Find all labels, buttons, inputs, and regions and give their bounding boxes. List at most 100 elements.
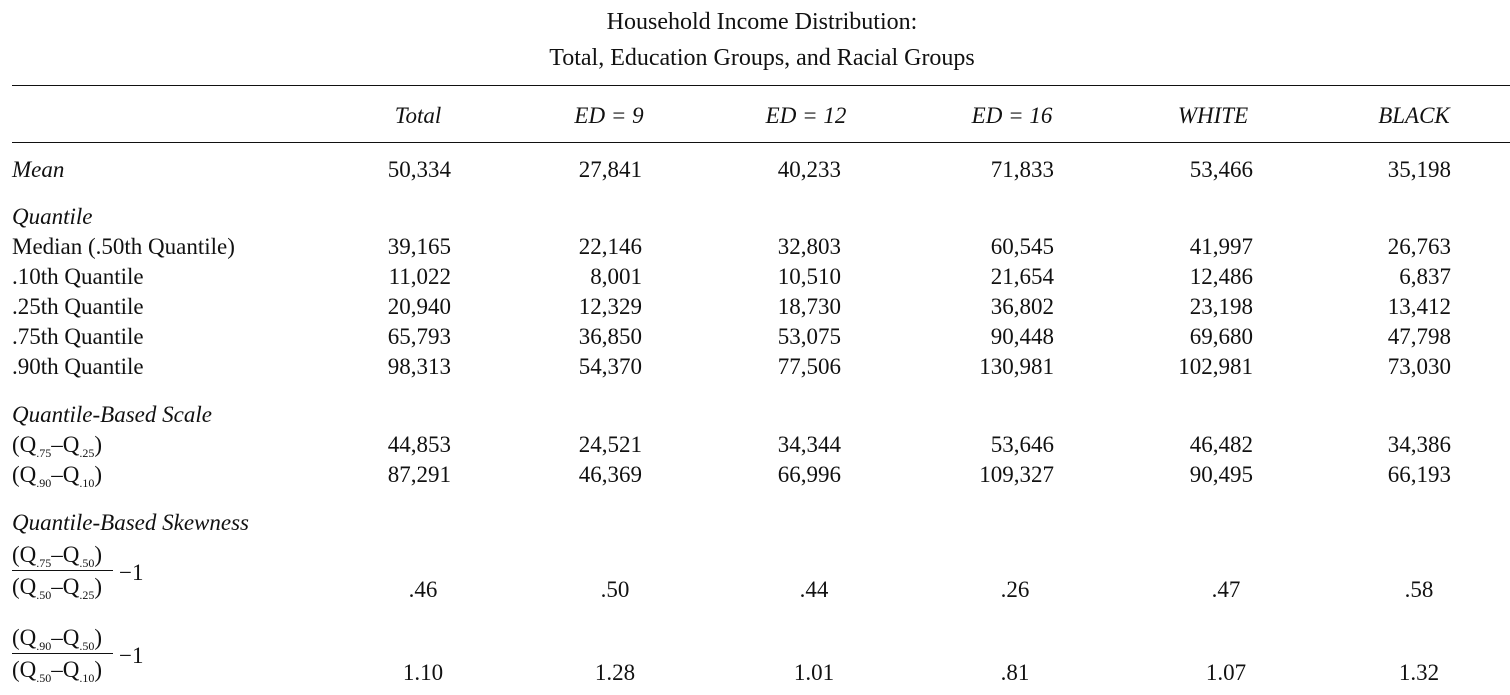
table-cell: 18,730: [777, 294, 841, 319]
table-cell: 12,486: [1189, 264, 1253, 289]
table-cell: 11,022: [388, 264, 451, 289]
row-label-q75: .75th Quantile: [12, 324, 144, 349]
table-cell: 71,833: [990, 157, 1054, 182]
table-cell: 130,981: [979, 354, 1054, 379]
section-heading-quantile: Quantile: [12, 204, 93, 229]
table-cell: .44: [799, 577, 829, 602]
table-cell: 36,802: [990, 294, 1054, 319]
subscript: .50: [36, 588, 52, 602]
table-cell: 53,466: [1189, 157, 1253, 182]
subscript: .50: [36, 671, 52, 685]
table-cell: .47: [1211, 577, 1241, 602]
row-label-scale-90-10: (Q.90–Q.10): [12, 462, 103, 490]
table-cell: 21,654: [990, 264, 1054, 289]
table-cell: 47,798: [1387, 324, 1451, 349]
table-title-line-2: Total, Education Groups, and Racial Grou…: [549, 45, 975, 71]
minus-one: −1: [119, 560, 144, 585]
table-cell: 13,412: [1387, 294, 1451, 319]
col-header-ed12: ED = 12: [765, 103, 847, 128]
row-label-q25: .25th Quantile: [12, 294, 144, 319]
table-cell: 1.10: [402, 660, 444, 685]
table-cell: 46,369: [578, 462, 642, 487]
subscript: .25: [79, 446, 95, 460]
table-cell: 60,545: [990, 234, 1054, 259]
formula-numerator: (Q.90–Q.50): [12, 625, 103, 653]
table-cell: 87,291: [387, 462, 451, 487]
table-cell: .46: [408, 577, 438, 602]
table-cell: 69,680: [1189, 324, 1253, 349]
table-cell: 27,841: [578, 157, 642, 182]
fraction-bar: [12, 570, 113, 571]
table-cell: 41,997: [1189, 234, 1253, 259]
row-label-mean: Mean: [12, 157, 65, 182]
subscript: .90: [36, 476, 52, 490]
table-cell: 54,370: [578, 354, 642, 379]
minus-one: −1: [119, 643, 144, 668]
table-cell: 90,495: [1189, 462, 1253, 487]
table-cell: 53,075: [777, 324, 841, 349]
table-cell: 53,646: [990, 432, 1054, 457]
table-cell: 50,334: [387, 157, 451, 182]
formula-numerator: (Q.75–Q.50): [12, 542, 103, 570]
table-cell: 102,981: [1178, 354, 1253, 379]
table-cell: 35,198: [1387, 157, 1451, 182]
table-cell: 39,165: [387, 234, 451, 259]
table-cell: .58: [1404, 577, 1434, 602]
table-cell: 1.01: [793, 660, 835, 685]
table-cell: 34,344: [777, 432, 841, 457]
row-label-q10: .10th Quantile: [12, 264, 144, 289]
table-cell: 8,001: [590, 264, 642, 289]
skewness-formula-2: (Q.90–Q.50) (Q.50–Q.10): [12, 625, 113, 685]
table-cell: .81: [1000, 660, 1030, 685]
subscript: .75: [36, 556, 52, 570]
table-cell: 24,521: [578, 432, 642, 457]
table-cell: 65,793: [387, 324, 451, 349]
section-heading-skewness: Quantile-Based Skewness: [12, 510, 249, 535]
subscript: .90: [36, 639, 52, 653]
formula-denominator: (Q.50–Q.25): [12, 574, 103, 602]
table-cell: 109,327: [979, 462, 1054, 487]
row-label-scale-75-25: (Q.75–Q.25): [12, 432, 103, 460]
row-label-median: Median (.50th Quantile): [12, 234, 235, 259]
table-cell: 36,850: [578, 324, 642, 349]
col-header-white: WHITE: [1177, 103, 1249, 128]
table-cell: 12,329: [578, 294, 642, 319]
table-cell: 1.32: [1398, 660, 1440, 685]
table-cell: 77,506: [777, 354, 841, 379]
subscript: .75: [36, 446, 52, 460]
table-cell: 1.07: [1205, 660, 1247, 685]
table-cell: 26,763: [1387, 234, 1451, 259]
table-cell: 32,803: [777, 234, 841, 259]
table-cell: 1.28: [594, 660, 636, 685]
col-header-total: Total: [394, 103, 442, 128]
table-cell: 66,996: [777, 462, 841, 487]
formula-denominator: (Q.50–Q.10): [12, 657, 103, 685]
table-cell: 23,198: [1189, 294, 1253, 319]
subscript: .50: [79, 556, 95, 570]
table-cell: 10,510: [777, 264, 841, 289]
table-cell: 34,386: [1387, 432, 1451, 457]
table-cell: 66,193: [1387, 462, 1451, 487]
table-cell: 90,448: [990, 324, 1054, 349]
table-title-line-1: Household Income Distribution:: [606, 9, 918, 35]
table-cell: 40,233: [777, 157, 841, 182]
row-label-q90: .90th Quantile: [12, 354, 144, 379]
subscript: .50: [79, 639, 95, 653]
col-header-ed9: ED = 9: [574, 103, 644, 128]
table-cell: 22,146: [578, 234, 642, 259]
subscript: .10: [79, 671, 95, 685]
fraction-bar: [12, 653, 113, 654]
table-cell: 73,030: [1387, 354, 1451, 379]
subscript: .25: [79, 588, 95, 602]
table-cell: 20,940: [387, 294, 451, 319]
table-cell: .26: [1000, 577, 1030, 602]
table-cell: 44,853: [387, 432, 451, 457]
col-header-black: BLACK: [1378, 103, 1450, 128]
col-header-ed16: ED = 16: [971, 103, 1053, 128]
table-cell: .50: [600, 577, 630, 602]
header-rule: [12, 142, 1510, 143]
table-cell: 46,482: [1189, 432, 1253, 457]
skewness-formula-1: (Q.75–Q.50) (Q.50–Q.25): [12, 542, 113, 602]
top-rule: [12, 85, 1510, 86]
section-heading-scale: Quantile-Based Scale: [12, 402, 212, 427]
